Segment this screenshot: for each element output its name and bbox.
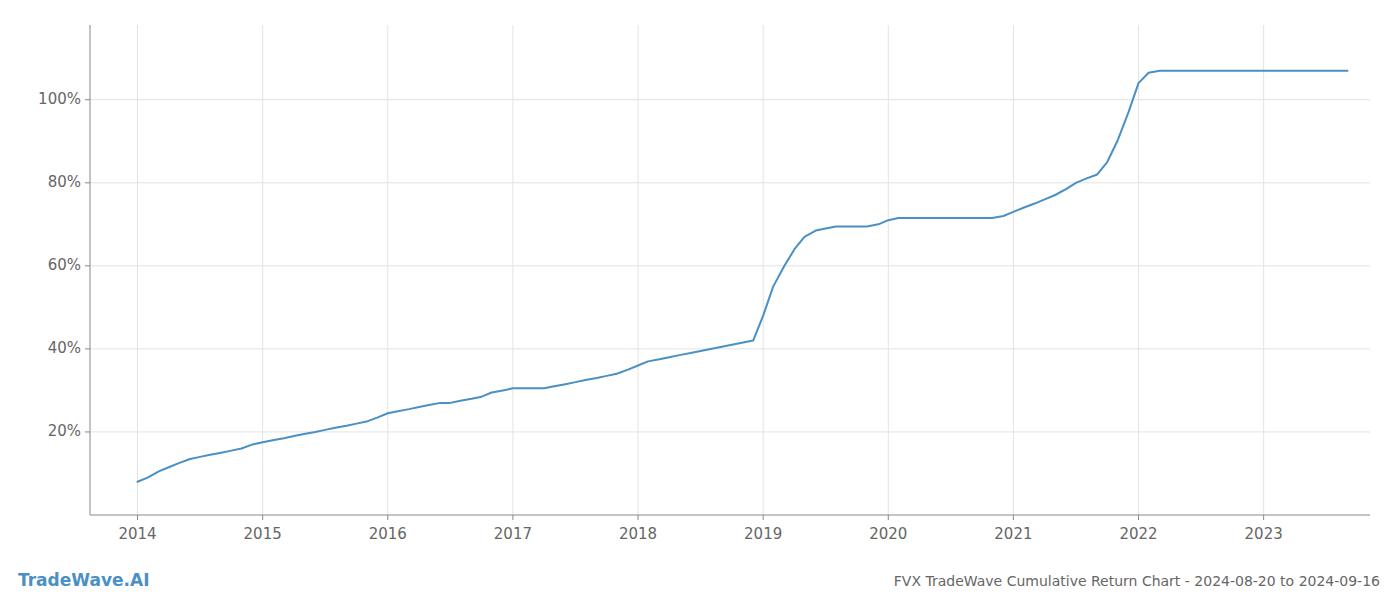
line xyxy=(138,71,1348,482)
x-tick-label: 2015 xyxy=(244,525,282,543)
plot-area xyxy=(138,71,1348,482)
x-tick xyxy=(888,515,889,520)
y-tick-label: 20% xyxy=(48,422,81,440)
x-tick xyxy=(1013,515,1014,520)
x-tick-label: 2019 xyxy=(744,525,782,543)
axes: 20% 40% 60% 80% 100% 2014 2015 2016 2017 2018 2019… xyxy=(38,25,1370,543)
x-grid-line xyxy=(638,25,639,515)
x-tick-label: 2023 xyxy=(1245,525,1283,543)
x-tick-label: 2020 xyxy=(869,525,907,543)
grid xyxy=(90,25,1370,515)
y-grid-line xyxy=(90,265,1370,266)
x-tick xyxy=(638,515,639,520)
x-tick xyxy=(1138,515,1139,520)
x-tick-label: 2018 xyxy=(619,525,657,543)
y-tick-label: 60% xyxy=(48,256,81,274)
watermark: TradeWave.AI xyxy=(18,570,149,590)
x-grid-line xyxy=(888,25,889,515)
y-tick xyxy=(85,265,90,266)
y-grid-line xyxy=(90,99,1370,100)
y-grid-line xyxy=(90,431,1370,432)
x-grid-line xyxy=(387,25,388,515)
x-grid-line xyxy=(1138,25,1139,515)
y-tick-label: 100% xyxy=(38,90,81,108)
y-tick xyxy=(85,348,90,349)
title: FVX TradeWave Cumulative Return Chart - … xyxy=(894,573,1380,589)
x-tick-label: 2017 xyxy=(494,525,532,543)
y-tick-label: 80% xyxy=(48,173,81,191)
x-tick-label: 2014 xyxy=(118,525,156,543)
x-tick xyxy=(763,515,764,520)
y-tick xyxy=(85,431,90,432)
y-tick xyxy=(85,99,90,100)
x-tick-label: 2022 xyxy=(1119,525,1157,543)
x-axis-line xyxy=(90,515,1370,516)
x-tick xyxy=(137,515,138,520)
x-tick xyxy=(262,515,263,520)
y-tick xyxy=(85,182,90,183)
y-grid-line xyxy=(90,182,1370,183)
x-tick xyxy=(1263,515,1264,520)
x-grid-line xyxy=(1263,25,1264,515)
x-tick xyxy=(512,515,513,520)
y-grid-line xyxy=(90,348,1370,349)
x-grid-line xyxy=(1013,25,1014,515)
x-tick-label: 2016 xyxy=(369,525,407,543)
y-axis-line xyxy=(90,25,91,515)
x-grid-line xyxy=(512,25,513,515)
chart: 20% 40% 60% 80% 100% 2014 2015 2016 2017 2018 2019… xyxy=(0,0,1400,600)
x-grid-line xyxy=(763,25,764,515)
x-tick xyxy=(387,515,388,520)
background xyxy=(0,0,1400,600)
y-tick-label: 40% xyxy=(48,339,81,357)
x-grid-line xyxy=(137,25,138,515)
x-tick-label: 2021 xyxy=(994,525,1032,543)
